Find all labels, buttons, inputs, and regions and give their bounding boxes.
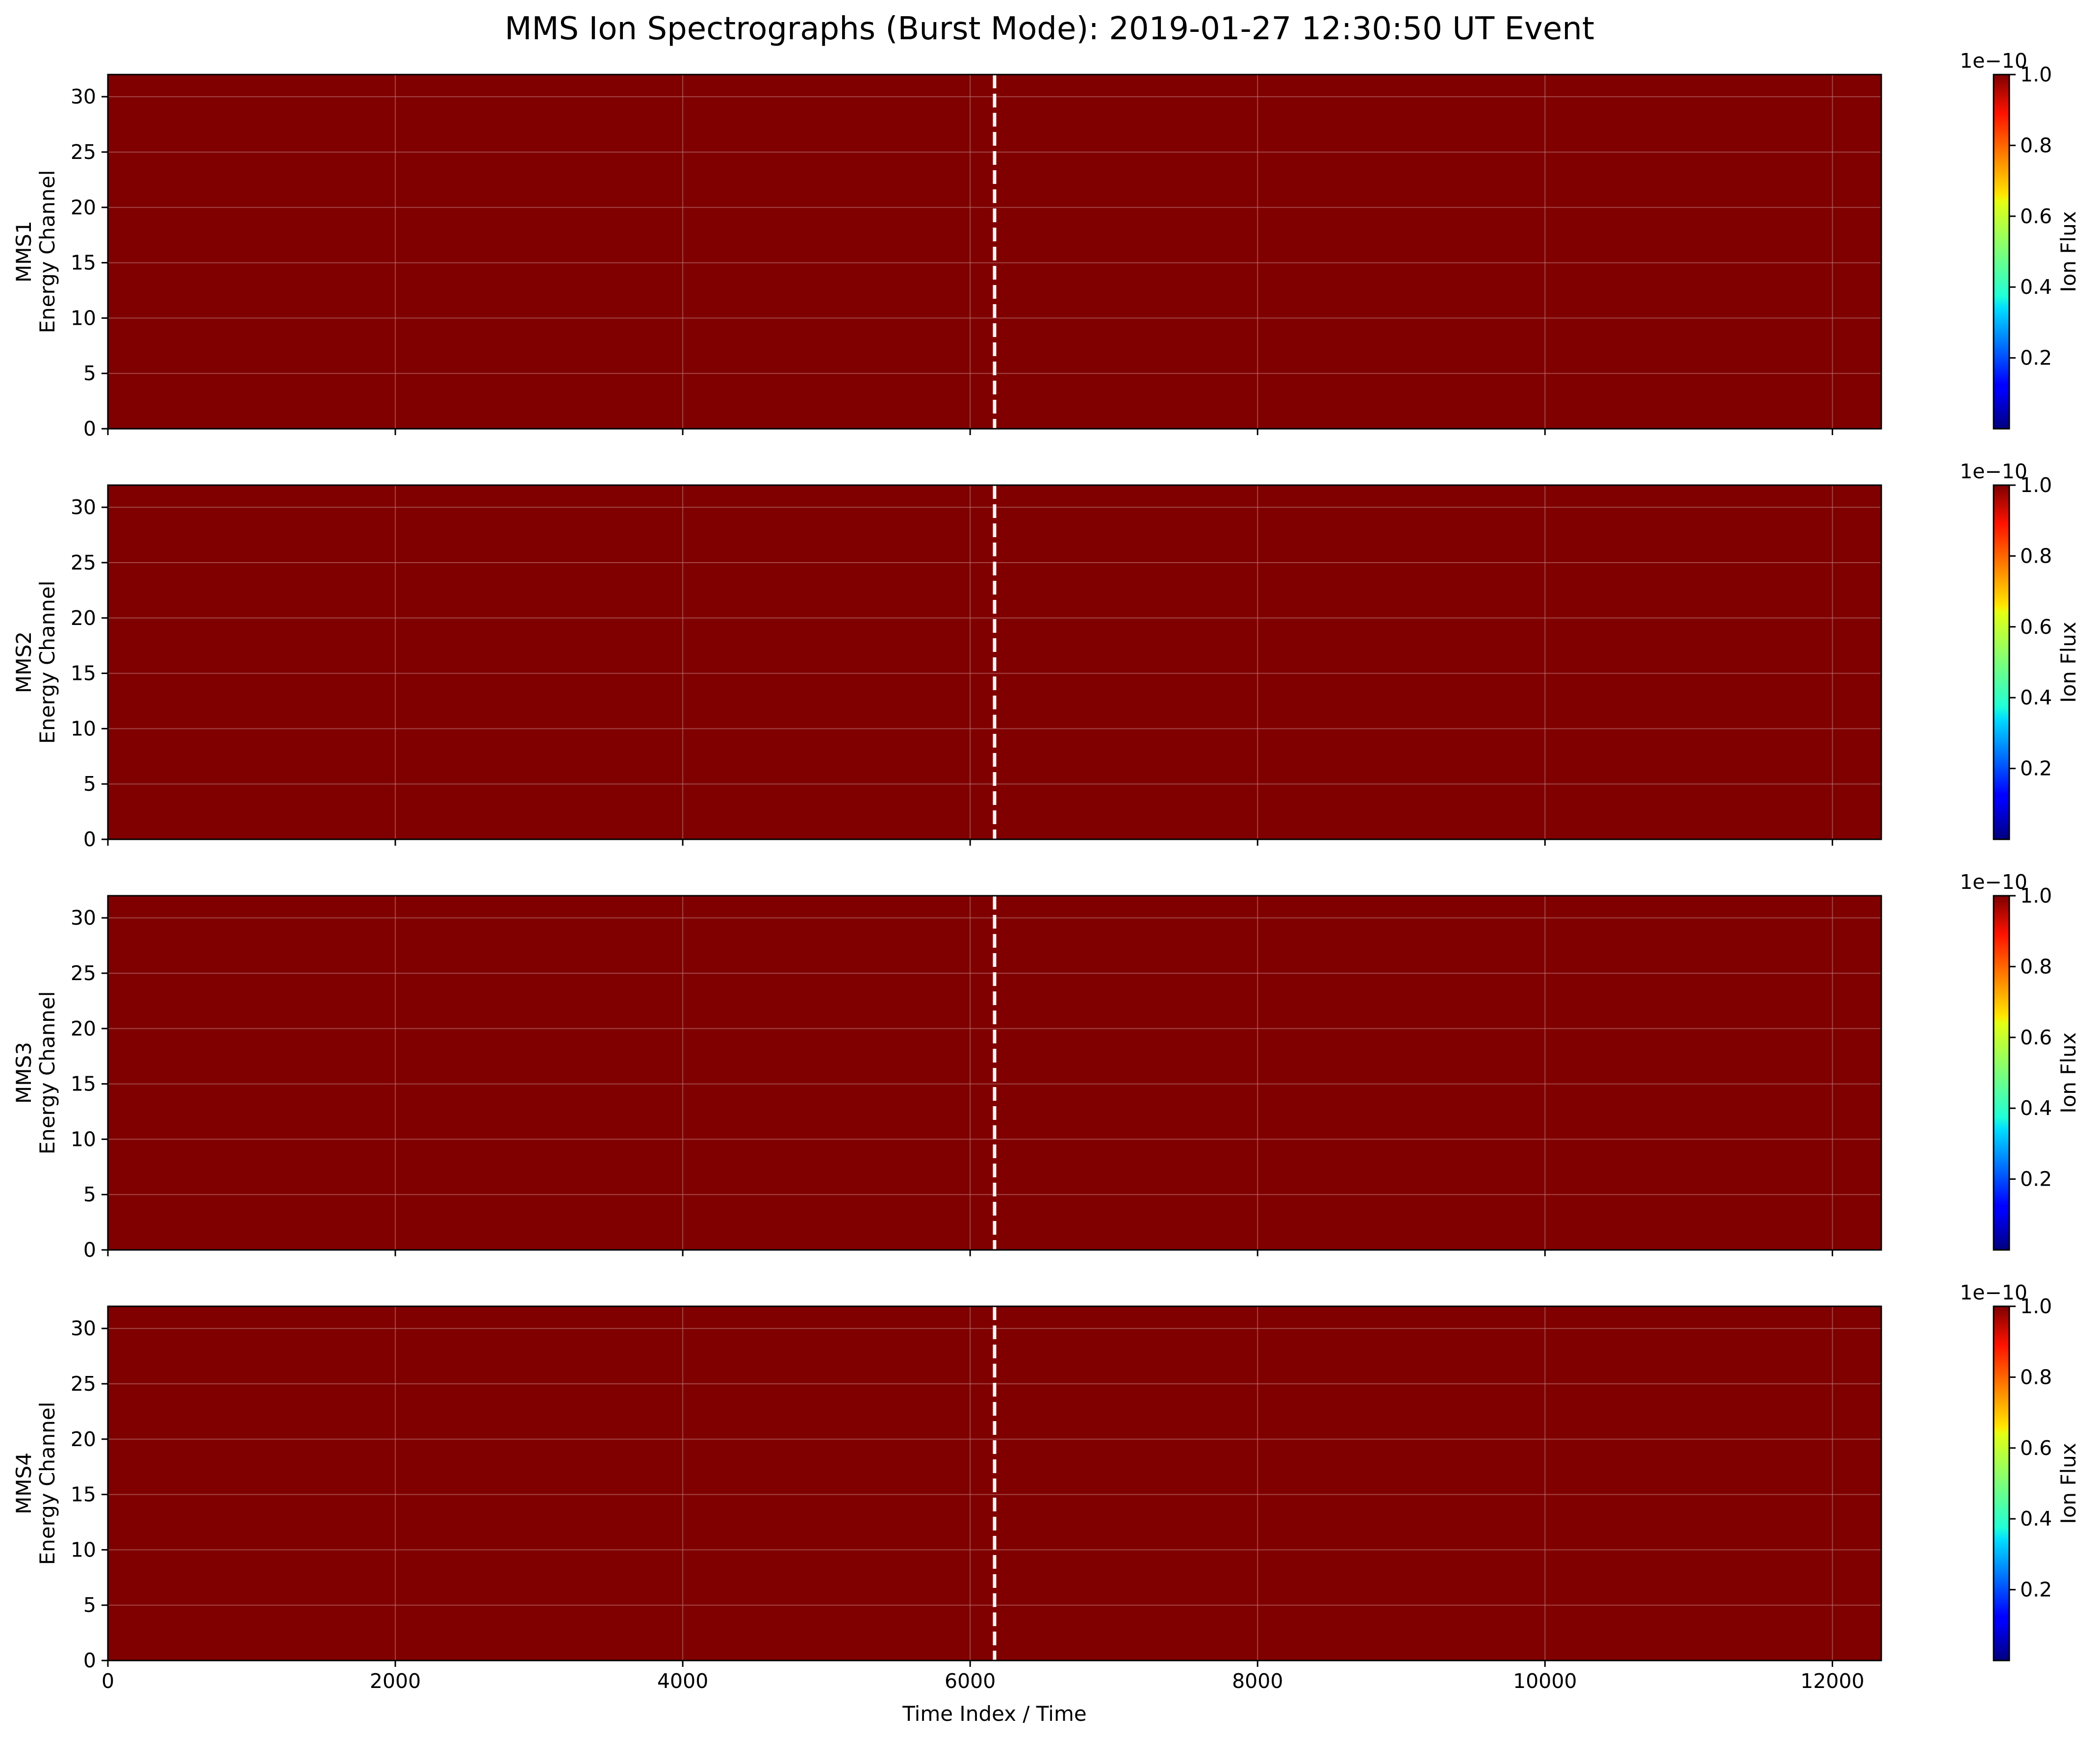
x-tick-label: 10000 <box>1513 1669 1577 1693</box>
y-tick-label: 5 <box>83 1183 96 1206</box>
y-axis-label-line2: Energy Channel <box>35 991 59 1155</box>
colorbar-tick-label: 0.4 <box>2020 275 2052 299</box>
colorbar-tick-label: 1.0 <box>2020 473 2052 497</box>
colorbar-gradient <box>1993 484 2010 840</box>
colorbar-tick-label: 0.8 <box>2020 133 2052 157</box>
colorbar-label: Ion Flux <box>2056 211 2080 292</box>
y-tick-label: 20 <box>71 606 96 630</box>
colorbar-tick-label: 1.0 <box>2020 884 2052 908</box>
colorbar-tick-label: 0.8 <box>2020 955 2052 978</box>
y-tick-label: 10 <box>71 1127 96 1151</box>
axes-frame <box>107 484 1882 840</box>
colorbar-tick-label: 0.4 <box>2020 1096 2052 1120</box>
y-tick-label: 15 <box>71 1072 96 1096</box>
y-tick-label: 25 <box>71 961 96 985</box>
y-axis-label-line1: MMS3 <box>12 1042 36 1104</box>
colorbar-tick-label: 0.6 <box>2020 615 2052 639</box>
colorbar-gradient <box>1993 74 2010 430</box>
colorbar-tick-label: 0.6 <box>2020 205 2052 228</box>
colorbar-tick-label: 1.0 <box>2020 1295 2052 1318</box>
colorbar-mms1: 0.2 0.4 0.6 0.8 1.01e−10 Ion Flux <box>1960 49 2080 430</box>
colorbar-mms2: 0.2 0.4 0.6 0.8 1.01e−10 Ion Flux <box>1960 460 2080 840</box>
x-axis-label: Time Index / Time <box>902 1702 1086 1726</box>
y-tick-label: 15 <box>71 251 96 275</box>
colorbar-tick-label: 0.4 <box>2020 1507 2052 1530</box>
colorbar-tick-label: 0.8 <box>2020 1365 2052 1389</box>
y-tick-label: 15 <box>71 662 96 685</box>
colorbar-tick-label: 1.0 <box>2020 63 2052 86</box>
colorbar-scale-label: 1e−10 <box>1960 1281 2027 1304</box>
y-tick-label: 30 <box>71 495 96 519</box>
colorbar-scale-label: 1e−10 <box>1960 870 2027 894</box>
y-tick-label: 30 <box>71 1317 96 1340</box>
y-tick-label: 10 <box>71 1538 96 1561</box>
x-tick-label: 6000 <box>945 1669 996 1693</box>
panel-mms4: 0 5 10 15 20 25 30 0 2000 4000 6000 8000 10000 12000 M… <box>12 1281 2080 1693</box>
y-axis-label-line1: MMS4 <box>12 1453 36 1514</box>
y-tick-label: 0 <box>83 417 96 441</box>
y-tick-label: 20 <box>71 1017 96 1040</box>
y-tick-label: 25 <box>71 551 96 574</box>
colorbar-label: Ion Flux <box>2056 622 2080 702</box>
colorbar-mms4: 0.2 0.4 0.6 0.8 1.01e−10 Ion Flux <box>1960 1281 2080 1661</box>
y-tick-label: 20 <box>71 196 96 219</box>
y-tick-label: 30 <box>71 906 96 930</box>
axes-frame <box>107 1305 1882 1661</box>
colorbar-tick-label: 0.2 <box>2020 1578 2052 1602</box>
axes-frame <box>107 895 1882 1251</box>
y-tick-label: 5 <box>83 362 96 385</box>
y-tick-label: 0 <box>83 1238 96 1262</box>
y-tick-label: 10 <box>71 306 96 330</box>
y-tick-label: 0 <box>83 828 96 851</box>
y-tick-label: 20 <box>71 1427 96 1451</box>
y-tick-label: 25 <box>71 1372 96 1396</box>
y-tick-label: 30 <box>71 85 96 108</box>
colorbar-mms3: 0.2 0.4 0.6 0.8 1.01e−10 Ion Flux <box>1960 870 2080 1251</box>
colorbar-tick-label: 0.6 <box>2020 1436 2052 1460</box>
x-tick-label: 2000 <box>370 1669 421 1693</box>
colorbar-tick-label: 0.2 <box>2020 757 2052 780</box>
colorbar-tick-label: 0.4 <box>2020 686 2052 709</box>
y-tick-label: 5 <box>83 772 96 796</box>
colorbar-scale-label: 1e−10 <box>1960 460 2027 483</box>
figure-title: MMS Ion Spectrographs (Burst Mode): 2019… <box>505 11 1594 47</box>
colorbar-tick-label: 0.6 <box>2020 1026 2052 1049</box>
x-tick-label: 8000 <box>1232 1669 1283 1693</box>
colorbar-gradient <box>1993 895 2010 1251</box>
y-tick-label: 25 <box>71 140 96 164</box>
y-axis-label-line2: Energy Channel <box>35 170 59 334</box>
y-tick-label: 5 <box>83 1593 96 1617</box>
y-axis-label-line2: Energy Channel <box>35 1402 59 1565</box>
colorbar-tick-label: 0.2 <box>2020 346 2052 370</box>
axes-frame <box>107 74 1882 430</box>
y-tick-label: 0 <box>83 1649 96 1672</box>
colorbar-gradient <box>1993 1305 2010 1661</box>
colorbar-label: Ion Flux <box>2056 1032 2080 1113</box>
y-axis-label-line1: MMS2 <box>12 631 36 693</box>
colorbar-tick-label: 0.8 <box>2020 544 2052 568</box>
colorbar-label: Ion Flux <box>2056 1443 2080 1524</box>
colorbar-tick-label: 0.2 <box>2020 1167 2052 1191</box>
y-axis-label-line1: MMS1 <box>12 221 36 283</box>
x-tick-label: 12000 <box>1800 1669 1864 1693</box>
x-tick-label: 4000 <box>657 1669 708 1693</box>
y-tick-label: 15 <box>71 1483 96 1506</box>
colorbar-scale-label: 1e−10 <box>1960 49 2027 73</box>
x-tick-label: 0 <box>102 1669 114 1693</box>
y-tick-label: 10 <box>71 717 96 740</box>
y-axis-label-line2: Energy Channel <box>35 581 59 744</box>
